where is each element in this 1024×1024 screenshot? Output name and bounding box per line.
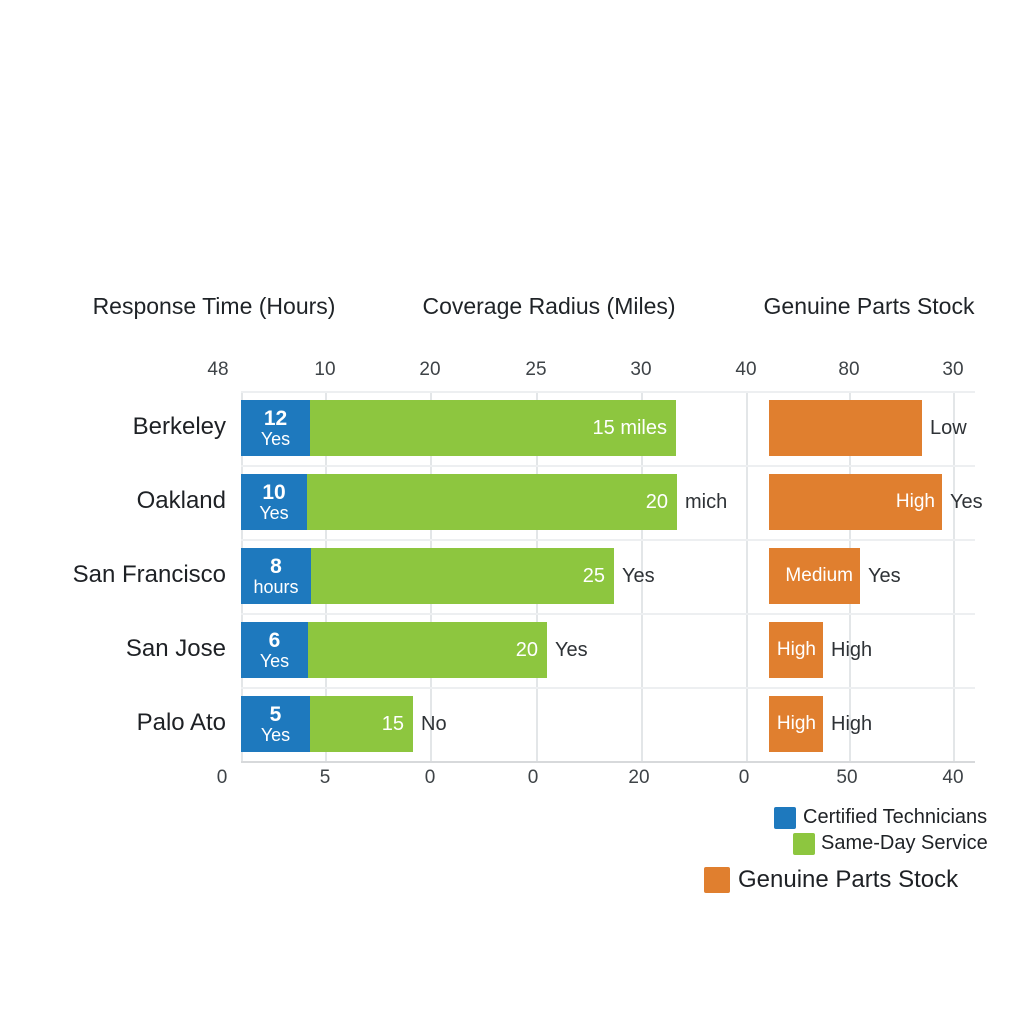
bar-certified-berkeley: 12 Yes <box>241 400 310 456</box>
bar-value: 15 <box>381 712 404 735</box>
bar-subvalue: Yes <box>259 503 289 523</box>
bar-value: 5 <box>269 703 282 726</box>
legend-swatch-same-day-service <box>793 832 815 855</box>
axis-tick-bottom: 0 <box>527 767 539 788</box>
bar-subvalue: Yes <box>260 725 291 745</box>
legend-item-certified-technicians: Certified Technicians <box>774 806 987 829</box>
legend-label: Genuine Parts Stock <box>738 866 959 893</box>
bar-value: 25 <box>582 564 605 587</box>
bar-sameday-san-jose: 20 <box>308 622 547 678</box>
axis-tick-bottom: 5 <box>319 767 331 788</box>
bar-outside-label: mich <box>685 491 728 513</box>
axis-tick-top: 80 <box>838 359 860 380</box>
legend-item-genuine-parts-stock: Genuine Parts Stock <box>704 866 958 894</box>
bar-subvalue: hours <box>253 577 299 597</box>
legend-label: Same-Day Service <box>821 832 988 854</box>
axis-tick-top: 30 <box>630 359 652 380</box>
axis-tick-top: 25 <box>525 359 547 380</box>
bar-parts-berkeley <box>769 400 922 456</box>
panel-title-response-time: Response Time (Hours) <box>92 293 336 319</box>
row-separator <box>241 391 975 393</box>
row-separator <box>241 613 975 615</box>
category-label-san-jose: San Jose <box>125 635 226 662</box>
bar-outside-label: High <box>831 639 873 661</box>
panel-title-genuine-parts: Genuine Parts Stock <box>763 293 975 319</box>
axis-tick-bottom: 20 <box>628 767 650 788</box>
bar-sameday-oakland: 20 <box>307 474 677 530</box>
plot-area: 48 10 20 25 30 40 80 30 0 5 0 0 20 0 50 … <box>207 359 982 788</box>
panel-title-coverage-radius: Coverage Radius (Miles) <box>422 293 676 319</box>
bar-value: 20 <box>515 638 538 661</box>
axis-tick-top: 48 <box>207 359 229 380</box>
bar-value: 10 <box>262 481 286 504</box>
bar-subvalue: Yes <box>259 651 290 671</box>
bar-value: 15 miles <box>592 416 667 439</box>
axis-tick-bottom: 0 <box>216 767 228 788</box>
bar-outside-label: High <box>831 713 873 735</box>
axis-tick-top: 40 <box>735 359 757 380</box>
bar-outside-label: Yes <box>555 639 588 661</box>
bar-certified-san-jose: 6 Yes <box>241 622 308 678</box>
legend-swatch-genuine-parts-stock <box>704 867 730 893</box>
gridline <box>953 391 955 761</box>
bar-outside-label: Yes <box>622 565 655 587</box>
bar-value: Medium <box>785 565 853 586</box>
category-label-oakland: Oakland <box>136 487 226 514</box>
axis-tick-bottom: 0 <box>424 767 436 788</box>
bar-sameday-palo-ato: 15 <box>310 696 413 752</box>
legend-item-same-day-service: Same-Day Service <box>793 832 988 855</box>
category-label-san-francisco: San Francisco <box>72 561 226 588</box>
gridline <box>746 391 748 761</box>
bar-certified-san-francisco: 8 hours <box>241 548 311 604</box>
bar-subvalue: Yes <box>260 429 291 449</box>
row-separator <box>241 687 975 689</box>
axis-tick-bottom: 40 <box>942 767 964 788</box>
row-separator <box>241 539 975 541</box>
bar-outside-label: Yes <box>950 491 983 513</box>
category-label-palo-ato: Palo Ato <box>136 709 226 736</box>
legend-label: Certified Technicians <box>803 806 988 828</box>
bar-certified-palo-ato: 5 Yes <box>241 696 310 752</box>
bar-parts-san-jose: High <box>769 622 823 678</box>
bar-value: High <box>895 491 935 512</box>
bar-value: High <box>776 639 816 660</box>
bar-value: 20 <box>645 490 668 513</box>
bar-sameday-san-francisco: 25 <box>311 548 614 604</box>
bar-parts-palo-ato: High <box>769 696 823 752</box>
bar-outside-label: No <box>421 713 447 735</box>
bar-value: 12 <box>263 407 288 430</box>
legend-swatch-certified-technicians <box>774 806 796 829</box>
axis-tick-top: 20 <box>419 359 441 380</box>
bar-value: 6 <box>268 629 281 652</box>
bar-value: High <box>776 713 816 734</box>
bar-parts-san-francisco: Medium <box>769 548 860 604</box>
axis-tick-top: 30 <box>942 359 964 380</box>
bar-parts-oakland: High <box>769 474 942 530</box>
row-separator <box>241 465 975 467</box>
bar-certified-oakland: 10 Yes <box>241 474 307 530</box>
axis-tick-bottom: 0 <box>738 767 750 788</box>
bar-value: 8 <box>270 555 282 578</box>
category-label-berkeley: Berkeley <box>132 413 226 440</box>
gridline <box>641 391 643 761</box>
bar-outside-label: Yes <box>868 565 901 587</box>
axis-tick-top: 10 <box>314 359 336 380</box>
bar-outside-label: Low <box>930 417 967 439</box>
axis-tick-bottom: 50 <box>836 767 858 788</box>
bar-sameday-berkeley: 15 miles <box>310 400 676 456</box>
